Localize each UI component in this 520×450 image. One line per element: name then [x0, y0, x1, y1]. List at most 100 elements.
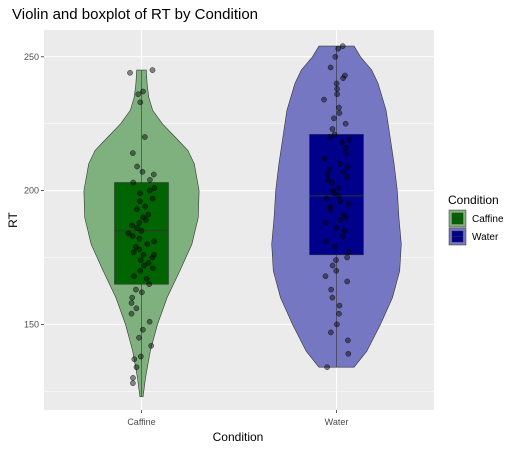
data-point-caffine	[149, 195, 156, 202]
data-point-water	[331, 115, 337, 122]
data-point-water	[333, 267, 340, 274]
data-point-water	[336, 310, 342, 317]
data-point-water	[328, 329, 334, 336]
data-point-water	[346, 249, 352, 255]
data-point-water	[321, 96, 327, 103]
data-point-water	[334, 86, 340, 92]
data-point-caffine	[149, 67, 156, 73]
data-point-water	[333, 80, 340, 87]
box-water	[309, 134, 364, 256]
data-point-water	[334, 321, 340, 328]
data-point-water	[337, 217, 343, 223]
data-point-water	[345, 201, 352, 207]
data-point-water	[345, 337, 351, 344]
data-point-water	[325, 177, 331, 183]
data-point-water	[324, 364, 330, 371]
data-point-water	[335, 45, 342, 52]
data-point-caffine	[127, 69, 133, 76]
data-point-water	[341, 227, 348, 234]
data-point-water	[342, 120, 349, 127]
data-point-caffine	[133, 305, 140, 312]
data-point-caffine	[145, 259, 152, 266]
data-point-water	[326, 134, 333, 140]
data-point-caffine	[136, 246, 143, 253]
data-point-water	[336, 104, 342, 111]
data-point-caffine	[141, 262, 147, 269]
data-point-caffine	[137, 353, 144, 360]
data-point-water	[322, 219, 329, 226]
data-point-caffine	[137, 99, 144, 106]
data-point-water	[339, 139, 345, 146]
data-point-caffine	[151, 251, 157, 258]
data-point-water	[327, 64, 334, 71]
data-point-caffine	[129, 150, 136, 156]
data-point-caffine	[129, 294, 136, 301]
data-point-caffine	[138, 227, 145, 234]
y-tick-label: 200	[24, 186, 39, 196]
data-point-caffine	[136, 219, 143, 226]
data-point-water	[329, 294, 336, 301]
data-point-water	[324, 171, 331, 178]
data-point-caffine	[133, 364, 140, 371]
data-point-water	[342, 214, 349, 221]
data-point-water	[334, 91, 340, 98]
data-point-water	[336, 110, 343, 116]
data-point-water	[344, 174, 351, 181]
data-point-caffine	[148, 342, 155, 349]
data-point-caffine	[134, 163, 140, 170]
y-tick-label: 150	[24, 319, 39, 329]
data-point-water	[333, 225, 340, 231]
data-point-caffine	[139, 168, 146, 175]
data-point-caffine	[133, 286, 139, 293]
data-point-caffine	[137, 190, 143, 197]
y-axis-ticks: 150 200 250	[24, 52, 44, 329]
data-point-water	[339, 43, 346, 49]
data-point-caffine	[143, 276, 150, 282]
data-point-caffine	[151, 238, 157, 245]
data-point-caffine	[140, 88, 146, 95]
data-point-water	[342, 150, 349, 156]
chart-title: Violin and boxplot of RT by Condition	[12, 6, 258, 23]
data-point-caffine	[129, 233, 136, 239]
data-point-water	[335, 185, 342, 191]
x-tick-label: Water	[325, 417, 349, 427]
data-point-caffine	[136, 334, 142, 341]
y-tick-label: 250	[24, 52, 39, 62]
data-point-caffine	[146, 187, 153, 194]
data-point-caffine	[128, 300, 135, 306]
data-point-caffine	[144, 241, 151, 247]
data-point-caffine	[125, 230, 132, 237]
data-point-caffine	[128, 310, 135, 317]
data-point-caffine	[140, 326, 146, 333]
y-axis-title: RT	[6, 211, 20, 227]
data-point-caffine	[130, 249, 137, 255]
data-point-caffine	[135, 91, 142, 98]
data-point-water	[323, 195, 330, 202]
data-point-water	[344, 278, 351, 285]
data-point-water	[321, 155, 328, 162]
data-point-water	[333, 257, 339, 263]
data-point-water	[340, 168, 347, 175]
data-point-water	[344, 254, 350, 261]
data-point-caffine	[134, 206, 140, 213]
data-point-caffine	[142, 217, 149, 223]
data-point-water	[344, 163, 351, 170]
legend: Condition Caffine Water	[448, 193, 504, 246]
data-point-caffine	[149, 254, 156, 261]
data-point-caffine	[137, 257, 144, 263]
data-point-caffine	[134, 225, 140, 231]
data-point-water	[327, 206, 334, 213]
data-point-caffine	[140, 251, 147, 258]
data-point-water	[336, 302, 343, 309]
data-point-caffine	[136, 198, 143, 205]
data-point-water	[339, 233, 346, 239]
x-axis-title: Condition	[213, 430, 264, 444]
data-point-water	[326, 166, 333, 173]
boxplots	[114, 46, 364, 397]
x-tick-label: Caffine	[127, 417, 155, 427]
data-point-water	[331, 190, 337, 197]
data-point-water	[337, 198, 343, 205]
data-point-caffine	[137, 267, 144, 274]
data-point-caffine	[130, 179, 137, 186]
